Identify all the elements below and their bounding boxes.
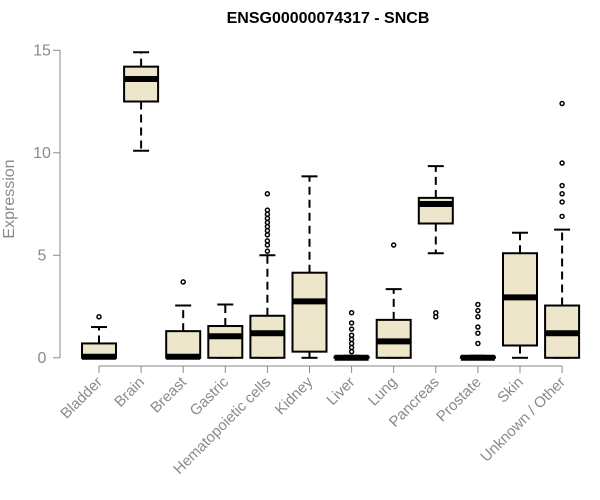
box-group bbox=[459, 301, 496, 361]
outlier-point bbox=[475, 330, 481, 336]
outlier-point bbox=[559, 100, 565, 107]
outlier-point bbox=[348, 326, 355, 332]
box-rect bbox=[165, 330, 202, 359]
outlier-point bbox=[475, 340, 481, 347]
outlier-point bbox=[475, 324, 481, 330]
box-group bbox=[123, 51, 160, 152]
y-tick-label: 15 bbox=[33, 42, 51, 59]
outlier-point bbox=[264, 238, 271, 244]
outlier-point bbox=[264, 207, 271, 213]
outlier-point bbox=[348, 309, 355, 316]
outlier-point bbox=[559, 199, 565, 205]
outlier-point bbox=[559, 160, 565, 166]
x-tick-label: Lung bbox=[365, 374, 401, 410]
box-group bbox=[375, 242, 412, 359]
outlier-point bbox=[559, 182, 565, 189]
outlier-point bbox=[348, 332, 355, 338]
outlier-point bbox=[559, 213, 565, 220]
outlier-point bbox=[96, 314, 102, 320]
x-tick-label: Liver bbox=[323, 374, 358, 409]
y-tick-label: 0 bbox=[38, 350, 47, 367]
x-tick-label: Skin bbox=[494, 374, 527, 407]
box-group bbox=[291, 175, 328, 359]
box-group bbox=[165, 279, 202, 360]
y-axis-label: Expression bbox=[1, 159, 18, 238]
outlier-point bbox=[559, 191, 565, 197]
x-tick-label: Brain bbox=[111, 374, 148, 411]
outlier-point bbox=[475, 307, 481, 314]
y-tick-label: 10 bbox=[33, 145, 51, 162]
box-group bbox=[81, 314, 117, 360]
box-group bbox=[249, 191, 286, 359]
outlier-point bbox=[264, 191, 271, 197]
box-rect bbox=[123, 65, 160, 103]
box-rect bbox=[207, 325, 244, 359]
x-tick-label: Bladder bbox=[57, 374, 106, 423]
x-tick-label: Breast bbox=[147, 373, 190, 416]
outlier-point bbox=[433, 309, 439, 316]
x-tick-label: Prostate bbox=[433, 374, 485, 426]
outlier-point bbox=[180, 279, 186, 285]
boxes bbox=[81, 51, 581, 361]
outlier-point bbox=[475, 314, 481, 320]
box-group bbox=[544, 100, 581, 359]
box-rect bbox=[249, 314, 286, 359]
box-rect bbox=[291, 271, 328, 353]
box-group bbox=[333, 309, 370, 361]
chart-title: ENSG00000074317 - SNCB bbox=[227, 10, 430, 27]
outlier-point bbox=[348, 320, 355, 326]
box-group bbox=[417, 165, 454, 320]
outlier-point bbox=[390, 242, 397, 248]
y-axis: 0 5 10 15 bbox=[33, 42, 61, 367]
outlier-point bbox=[264, 248, 271, 254]
y-tick-label: 5 bbox=[38, 247, 47, 264]
outlier-point bbox=[475, 301, 481, 308]
box-group bbox=[207, 303, 244, 359]
x-tick-label: Kidney bbox=[272, 373, 317, 418]
box-group bbox=[502, 231, 538, 359]
